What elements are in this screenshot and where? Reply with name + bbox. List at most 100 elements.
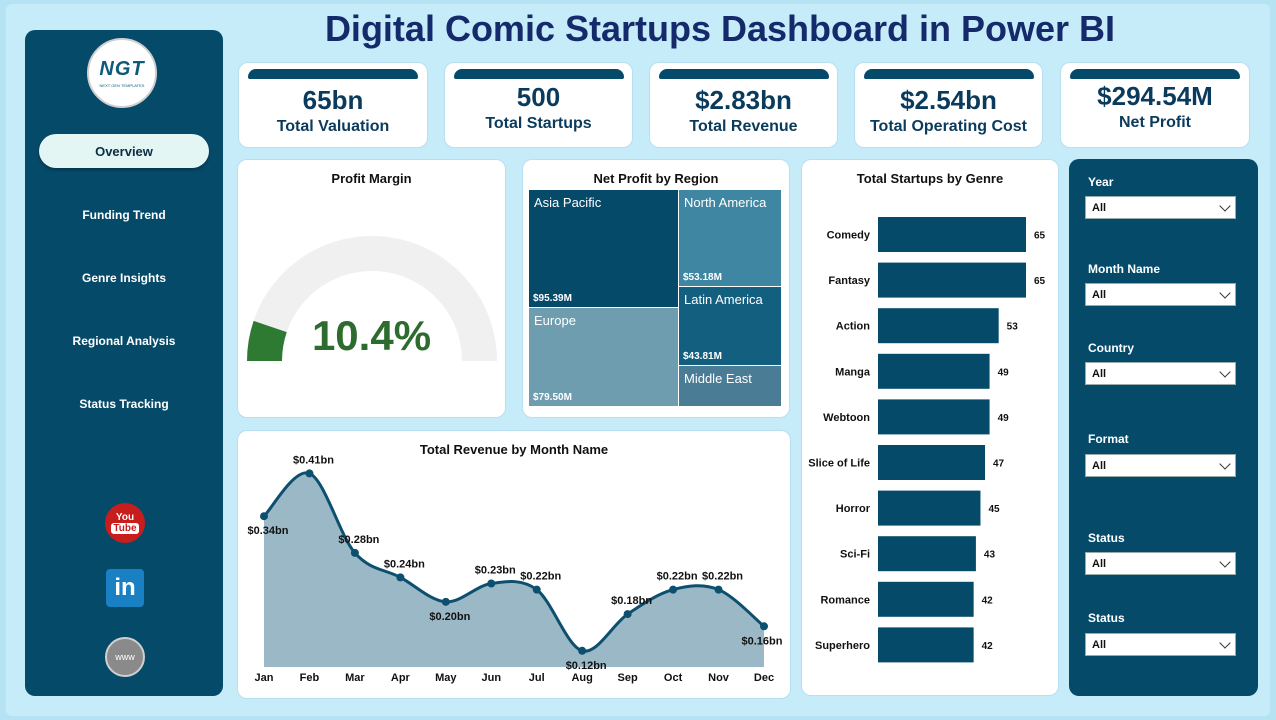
gauge-fill bbox=[247, 320, 287, 361]
net-profit-region-panel[interactable]: Net Profit by Region Asia Pacific $95.39… bbox=[522, 159, 790, 418]
treemap-region-name: Asia Pacific bbox=[534, 195, 602, 210]
genre-bar bbox=[878, 627, 974, 663]
month-name-dropdown[interactable]: All bbox=[1085, 283, 1236, 306]
genre-bar bbox=[878, 399, 990, 435]
bar-value-label: 65 bbox=[1034, 276, 1046, 287]
company-logo: NGT NEXT GEN TEMPLATES bbox=[87, 38, 157, 108]
treemap-cell-europe[interactable]: Europe $79.50M bbox=[529, 308, 678, 406]
data-point bbox=[396, 573, 405, 582]
data-label: $0.12bn bbox=[566, 660, 607, 672]
youtube-link[interactable]: You Tube bbox=[105, 503, 145, 543]
slicer-label-status: Status bbox=[1088, 531, 1125, 545]
kpi-total-revenue: $2.83bn Total Revenue bbox=[649, 62, 838, 148]
treemap-region-name: Latin America bbox=[684, 292, 763, 307]
y-tick-label: Superhero bbox=[815, 640, 870, 652]
data-label: $0.23bn bbox=[475, 564, 516, 576]
status-dropdown-2[interactable]: All bbox=[1085, 633, 1236, 656]
panel-title: Total Revenue by Month Name bbox=[419, 442, 609, 457]
kpi-total-startups: 500 Total Startups bbox=[444, 62, 633, 148]
bar-value-label: 49 bbox=[998, 413, 1010, 424]
kpi-value: 65bn bbox=[302, 85, 364, 115]
treemap-region-name: Middle East bbox=[684, 371, 752, 386]
y-tick-label: Manga bbox=[835, 366, 871, 378]
y-tick-label: Sci-Fi bbox=[840, 549, 870, 561]
youtube-icon: You Tube bbox=[105, 503, 145, 543]
treemap-cell-middle-east[interactable]: Middle East bbox=[679, 366, 781, 406]
linkedin-icon: in bbox=[106, 569, 144, 607]
genre-bar bbox=[878, 353, 990, 389]
panel-title: Net Profit by Region bbox=[593, 171, 719, 186]
data-label: $0.16bn bbox=[742, 635, 783, 647]
kpi-total-valuation: 65bn Total Valuation bbox=[238, 62, 428, 148]
data-point bbox=[441, 597, 450, 606]
bar-value-label: 49 bbox=[998, 367, 1010, 378]
x-tick-label: Jun bbox=[481, 672, 501, 684]
revenue-by-month-panel: Total Revenue by Month Name $0.34bn Jan $0… bbox=[237, 430, 791, 699]
status-dropdown[interactable]: All bbox=[1085, 552, 1236, 575]
profit-margin-panel: Profit Margin 10.4% bbox=[237, 159, 506, 418]
data-point bbox=[305, 469, 314, 478]
data-point bbox=[578, 646, 587, 655]
bar-value-label: 42 bbox=[982, 641, 994, 652]
slicer-label-year: Year bbox=[1088, 175, 1114, 189]
sidebar: NGT NEXT GEN TEMPLATES Overview Funding … bbox=[25, 30, 223, 696]
nav-regional-analysis[interactable]: Regional Analysis bbox=[72, 334, 176, 348]
gauge-track bbox=[247, 236, 497, 361]
slicer-label-country: Country bbox=[1088, 341, 1134, 355]
genre-bar bbox=[878, 308, 999, 344]
bar-value-label: 65 bbox=[1034, 231, 1046, 242]
treemap-cell-asia-pacific[interactable]: Asia Pacific $95.39M bbox=[529, 190, 678, 307]
website-link[interactable]: www bbox=[105, 637, 145, 677]
nav-status-tracking[interactable]: Status Tracking bbox=[79, 397, 169, 411]
data-point bbox=[669, 585, 678, 594]
kpi-label: Total Startups bbox=[485, 115, 592, 132]
y-tick-label: Romance bbox=[820, 594, 870, 606]
linkedin-link[interactable]: in bbox=[105, 568, 145, 608]
x-tick-label: Nov bbox=[708, 672, 730, 684]
chevron-down-icon bbox=[1219, 636, 1231, 649]
panel-title: Profit Margin bbox=[331, 171, 412, 186]
treemap-region-value: $95.39M bbox=[533, 293, 572, 304]
kpi-accent-bar bbox=[248, 69, 418, 79]
genre-bar bbox=[878, 581, 974, 617]
treemap-cell-north-america[interactable]: North America $53.18M bbox=[679, 190, 781, 286]
treemap-cell-latin-america[interactable]: Latin America $43.81M bbox=[679, 287, 781, 365]
format-dropdown[interactable]: All bbox=[1085, 454, 1236, 477]
area-fill bbox=[264, 472, 764, 667]
kpi-accent-bar bbox=[863, 69, 1034, 79]
treemap-region-value: $43.81M bbox=[683, 351, 722, 362]
revenue-area-chart[interactable]: $0.34bn Jan $0.41bn Feb $0.28bn Mar $0.24bn Apr… bbox=[238, 431, 792, 700]
treemap-region-name: Europe bbox=[534, 313, 576, 328]
kpi-value: $294.54M bbox=[1097, 81, 1213, 111]
data-label: $0.20bn bbox=[429, 611, 470, 623]
dropdown-value: All bbox=[1092, 288, 1107, 301]
logo-text: NGT bbox=[99, 58, 145, 80]
x-tick-label: May bbox=[435, 672, 457, 684]
bar-value-label: 53 bbox=[1007, 322, 1019, 333]
data-label: $0.28bn bbox=[338, 534, 379, 546]
data-label: $0.22bn bbox=[520, 571, 561, 583]
kpi-accent-bar bbox=[1070, 69, 1240, 79]
nav-funding-trend[interactable]: Funding Trend bbox=[82, 208, 166, 222]
genre-bar-chart[interactable]: Comedy 65 Fantasy 65 Action 53 Manga 49 Webtoon 4… bbox=[802, 160, 1060, 697]
dropdown-value: All bbox=[1092, 638, 1107, 651]
data-point bbox=[260, 512, 268, 521]
country-dropdown[interactable]: All bbox=[1085, 362, 1236, 385]
slicer-label-status-2: Status bbox=[1088, 611, 1125, 625]
x-tick-label: Sep bbox=[618, 672, 638, 684]
data-point bbox=[350, 548, 359, 557]
nav-genre-insights[interactable]: Genre Insights bbox=[81, 271, 167, 285]
x-tick-label: Mar bbox=[345, 672, 365, 684]
x-tick-label: Apr bbox=[391, 672, 411, 684]
year-dropdown[interactable]: All bbox=[1085, 196, 1236, 219]
y-tick-label: Comedy bbox=[827, 230, 871, 242]
x-tick-label: Feb bbox=[300, 672, 320, 684]
data-point bbox=[532, 585, 541, 594]
treemap-region-name: North America bbox=[684, 195, 767, 210]
data-point bbox=[714, 585, 723, 594]
nav-overview[interactable]: Overview bbox=[39, 134, 209, 168]
data-point bbox=[623, 610, 632, 619]
x-tick-label: Dec bbox=[754, 672, 774, 684]
kpi-total-operating-cost: $2.54bn Total Operating Cost bbox=[854, 62, 1043, 148]
logo-subtext: NEXT GEN TEMPLATES bbox=[99, 83, 145, 88]
